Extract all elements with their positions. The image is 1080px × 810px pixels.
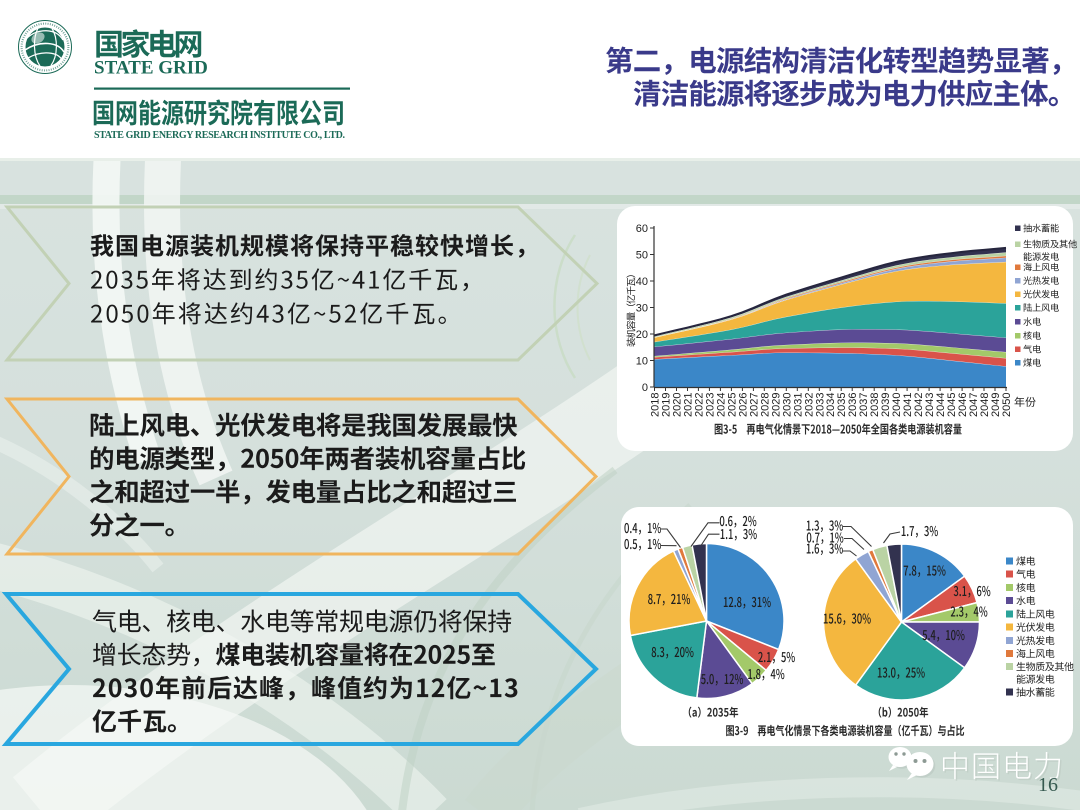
svg-text:2024: 2024 — [715, 393, 727, 417]
svg-text:2020: 2020 — [672, 393, 684, 417]
svg-text:2033: 2033 — [814, 393, 826, 417]
svg-text:2036: 2036 — [847, 393, 859, 417]
svg-text:2040: 2040 — [891, 393, 903, 417]
svg-text:0: 0 — [642, 382, 648, 394]
svg-text:2041: 2041 — [902, 393, 914, 417]
svg-text:40: 40 — [636, 276, 648, 288]
svg-text:2045: 2045 — [946, 393, 958, 417]
svg-text:2048: 2048 — [979, 393, 991, 417]
svg-text:16: 16 — [1038, 774, 1058, 796]
svg-text:2028: 2028 — [759, 393, 771, 417]
svg-text:2032: 2032 — [803, 393, 815, 417]
svg-text:2018: 2018 — [650, 393, 662, 417]
svg-text:2043: 2043 — [924, 393, 936, 417]
svg-text:60: 60 — [636, 223, 648, 235]
svg-text:2037: 2037 — [858, 393, 870, 417]
svg-text:2025: 2025 — [726, 393, 738, 417]
svg-text:2049: 2049 — [990, 393, 1002, 417]
svg-text:2039: 2039 — [880, 393, 892, 417]
svg-text:20: 20 — [636, 329, 648, 341]
svg-text:2044: 2044 — [935, 393, 947, 417]
svg-text:2027: 2027 — [748, 393, 760, 417]
svg-text:2023: 2023 — [704, 393, 716, 417]
svg-text:2038: 2038 — [869, 393, 881, 417]
svg-text:STATE GRID ENERGY RESEARCH INS: STATE GRID ENERGY RESEARCH INSTITUTE CO.… — [94, 130, 346, 141]
svg-text:2035: 2035 — [836, 393, 848, 417]
svg-text:2046: 2046 — [957, 393, 969, 417]
svg-text:2022: 2022 — [693, 393, 705, 417]
svg-text:50: 50 — [636, 250, 648, 262]
svg-text:2042: 2042 — [913, 393, 925, 417]
svg-text:2047: 2047 — [968, 393, 980, 417]
svg-text:2029: 2029 — [770, 393, 782, 417]
svg-text:2031: 2031 — [792, 393, 804, 417]
svg-text:2019: 2019 — [661, 393, 673, 417]
svg-text:10: 10 — [636, 356, 648, 368]
svg-text:2026: 2026 — [737, 393, 749, 417]
svg-text:2030: 2030 — [781, 393, 793, 417]
svg-text:STATE GRID: STATE GRID — [94, 58, 208, 79]
svg-text:2034: 2034 — [825, 393, 837, 417]
svg-text:2050: 2050 — [1001, 393, 1013, 417]
svg-text:2021: 2021 — [683, 393, 695, 417]
svg-text:30: 30 — [636, 303, 648, 315]
